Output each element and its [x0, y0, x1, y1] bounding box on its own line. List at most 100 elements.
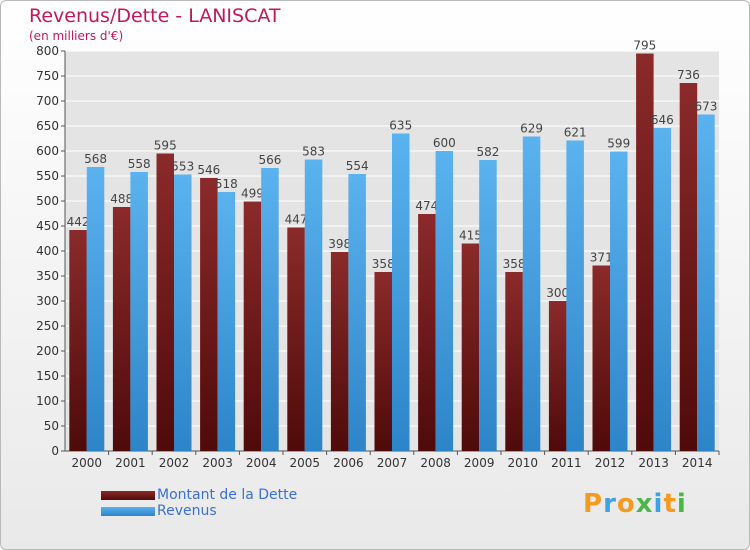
y-tick-label: 400 [36, 244, 59, 258]
data-label-revenus: 566 [258, 153, 281, 167]
y-tick-label: 350 [36, 269, 59, 283]
y-tick-label: 500 [36, 194, 59, 208]
x-tick-label: 2013 [638, 456, 669, 470]
data-label-dette: 358 [503, 257, 526, 271]
x-tick-label: 2014 [682, 456, 713, 470]
y-tick-label: 450 [36, 219, 59, 233]
x-tick-label: 2002 [159, 456, 190, 470]
data-label-revenus: 553 [171, 160, 194, 174]
data-label-revenus: 568 [84, 152, 107, 166]
bar-revenus [261, 168, 279, 451]
y-tick-label: 0 [51, 444, 59, 458]
x-tick-label: 2003 [202, 456, 233, 470]
data-label-dette: 499 [241, 187, 264, 201]
data-label-revenus: 673 [694, 100, 717, 114]
y-tick-label: 150 [36, 369, 59, 383]
legend-label-dette: Montant de la Dette [157, 487, 298, 503]
y-tick-label: 800 [36, 44, 59, 58]
bar-dette [374, 272, 392, 451]
data-label-dette: 736 [677, 68, 700, 82]
bar-dette [592, 265, 610, 451]
data-label-revenus: 554 [346, 159, 369, 173]
chart-subtitle: (en milliers d'€) [29, 29, 124, 43]
bar-revenus [392, 133, 410, 451]
bar-dette [548, 301, 567, 451]
bar-revenus [86, 167, 105, 451]
x-tick-label: 2004 [246, 456, 277, 470]
y-tick-label: 650 [36, 119, 59, 133]
x-tick-label: 2011 [551, 456, 582, 470]
data-label-dette: 358 [372, 257, 395, 271]
bar-dette [156, 153, 174, 451]
bar-revenus [566, 140, 584, 451]
legend-swatch-dette [101, 490, 155, 500]
data-label-revenus: 518 [215, 177, 238, 191]
x-tick-label: 2007 [377, 456, 408, 470]
x-tick-label: 2000 [72, 456, 103, 470]
bar-dette [243, 201, 262, 451]
data-label-dette: 488 [110, 192, 133, 206]
data-label-revenus: 600 [433, 136, 456, 150]
y-tick-label: 300 [36, 294, 59, 308]
bar-dette [330, 252, 349, 451]
x-tick-label: 2006 [333, 456, 364, 470]
bar-revenus [610, 151, 628, 451]
y-tick-label: 700 [36, 94, 59, 108]
proxiti-logo: Proxiti [583, 489, 687, 519]
data-label-revenus: 621 [564, 126, 587, 140]
bar-revenus [130, 172, 148, 451]
logo-letter: P [583, 489, 604, 519]
data-label-dette: 595 [154, 139, 177, 153]
bar-dette [505, 272, 523, 451]
x-tick-label: 2001 [115, 456, 146, 470]
bar-revenus [522, 136, 541, 451]
data-label-revenus: 558 [128, 157, 151, 171]
y-tick-label: 50 [44, 419, 59, 433]
data-label-dette: 795 [633, 39, 656, 53]
data-label-dette: 474 [415, 199, 438, 213]
logo-letter: i [653, 489, 664, 519]
y-tick-label: 250 [36, 319, 59, 333]
data-label-revenus: 635 [389, 119, 412, 133]
data-label-dette: 546 [197, 163, 220, 177]
bar-dette [461, 243, 480, 451]
y-tick-label: 600 [36, 144, 59, 158]
data-label-dette: 371 [590, 251, 613, 265]
bar-dette [200, 178, 218, 451]
bar-revenus [174, 174, 192, 451]
logo-letter: t [663, 489, 677, 519]
logo-letter: o [616, 489, 636, 519]
bar-dette [112, 207, 131, 451]
bar-dette [418, 214, 436, 451]
data-label-dette: 415 [459, 229, 482, 243]
bar-dette [679, 83, 698, 451]
bar-dette [287, 227, 305, 451]
data-label-revenus: 646 [651, 113, 674, 127]
data-label-dette: 398 [328, 237, 351, 251]
bar-dette [636, 53, 654, 451]
x-tick-label: 2008 [420, 456, 451, 470]
data-label-dette: 442 [67, 215, 90, 229]
bar-revenus [653, 128, 672, 451]
data-label-dette: 300 [546, 286, 569, 300]
data-label-revenus: 629 [520, 122, 543, 136]
bar-revenus [348, 174, 366, 451]
legend-label-revenus: Revenus [157, 503, 217, 519]
y-tick-label: 550 [36, 169, 59, 183]
bar-revenus [304, 159, 323, 451]
legend-item-revenus: Revenus [101, 503, 297, 519]
logo-letter: r [603, 489, 617, 519]
bar-revenus [217, 192, 236, 451]
chart-title: Revenus/Dette - LANISCAT [29, 5, 281, 27]
data-label-revenus: 599 [607, 137, 630, 151]
x-tick-label: 2005 [290, 456, 321, 470]
data-label-revenus: 582 [476, 145, 499, 159]
y-tick-label: 100 [36, 394, 59, 408]
y-tick-label: 750 [36, 69, 59, 83]
legend: Montant de la Dette Revenus [101, 487, 297, 519]
x-tick-label: 2010 [508, 456, 539, 470]
bar-revenus [479, 160, 497, 451]
legend-swatch-revenus [101, 506, 155, 516]
